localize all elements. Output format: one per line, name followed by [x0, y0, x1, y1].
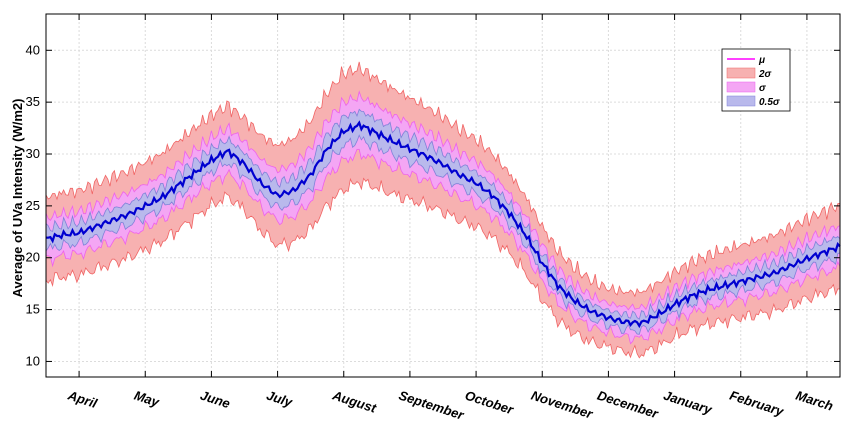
band-upper-edge — [45, 90, 841, 311]
x-tick-label: December — [595, 388, 660, 422]
band-lower-edge — [45, 134, 841, 335]
x-tick-label: November — [529, 388, 595, 422]
y-tick-label: 40 — [26, 42, 40, 57]
y-tick-label: 35 — [26, 94, 40, 109]
band-lower-edge — [45, 148, 841, 345]
band-2sigma — [46, 61, 840, 358]
legend-label: 2σ — [758, 69, 772, 80]
band-upper-edge — [45, 108, 841, 320]
legend-swatch — [726, 95, 756, 107]
x-tick-label: September — [397, 388, 466, 423]
plot-frame — [45, 13, 841, 378]
y-tick-label: 20 — [26, 250, 40, 265]
x-tick-label: January — [662, 388, 715, 418]
band-upper-edge — [45, 61, 841, 298]
y-tick-label: 15 — [26, 302, 40, 317]
x-tick-label: July — [265, 388, 295, 411]
mean-layer — [45, 120, 841, 329]
legend-label: σ — [759, 83, 766, 94]
legend-label: μ — [758, 55, 765, 66]
band-lower-edge — [45, 177, 841, 359]
legend: μ 2σ σ 0.5σ — [721, 48, 791, 112]
x-tick-label: March — [794, 388, 835, 414]
mean-line — [45, 120, 841, 329]
legend-swatch — [726, 67, 756, 79]
legend-swatch — [726, 81, 756, 93]
y-tick-label: 10 — [26, 353, 40, 368]
y-axis-label: Average of UVa Intensity (W/m2) — [10, 99, 25, 298]
y-tick-label: 25 — [26, 198, 40, 213]
legend-label: 0.5σ — [759, 97, 780, 108]
x-tick-label: April — [65, 387, 99, 411]
x-tick-label: June — [198, 388, 231, 412]
y-axis: 10 15 20 25 30 35 40 — [26, 42, 840, 368]
x-tick-label: August — [330, 387, 379, 416]
x-tick-label: May — [132, 388, 161, 410]
x-tick-label: February — [728, 388, 786, 420]
y-tick-label: 30 — [26, 146, 40, 161]
x-tick-label: October — [463, 388, 516, 418]
